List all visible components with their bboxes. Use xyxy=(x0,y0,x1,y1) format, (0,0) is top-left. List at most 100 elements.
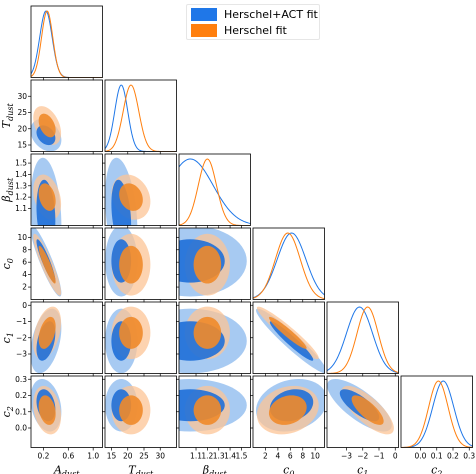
contour-68-c1-T_dust-series-1 xyxy=(119,316,143,349)
x-tick-label-T_dust: 15 xyxy=(107,452,117,461)
panel-c2-c1 xyxy=(327,378,394,435)
y-tick-label-c0: 6 xyxy=(22,258,27,267)
legend: Herschel+ACT fit Herschel fit xyxy=(186,4,320,40)
panel-c1-c1 xyxy=(327,306,399,374)
panel-c1-c0 xyxy=(256,306,325,374)
marginal-c0-series-0 xyxy=(253,232,325,299)
y-axis-label-c0: c0 xyxy=(0,258,15,269)
x-axis-label-T_dust: Tdust xyxy=(128,464,154,474)
panel-frame xyxy=(104,227,177,300)
panel-c2-c2 xyxy=(401,380,473,448)
panel-frame xyxy=(30,153,103,226)
y-tick-label-c1: −3 xyxy=(16,350,27,359)
contour-68-c1-A_dust-series-1 xyxy=(38,316,56,349)
x-axis-label-c2: c2 xyxy=(431,464,442,474)
panel-c0-A_dust xyxy=(31,228,62,297)
panel-frame xyxy=(30,5,103,78)
y-tick-label-c0: 2 xyxy=(22,283,27,292)
x-tick-label-c0: 10 xyxy=(310,452,320,461)
y-tick-label-T_dust: 15 xyxy=(17,141,27,150)
x-tick-label-T_dust: 30 xyxy=(155,452,165,461)
y-tick-label-c2: 0.1 xyxy=(15,407,27,416)
contour-68-c0-A_dust-series-1 xyxy=(38,245,56,284)
y-axis-label-T_dust: Tdust xyxy=(0,102,15,128)
y-tick-label-c0: 4 xyxy=(22,270,27,279)
panel-c2-T_dust xyxy=(105,378,151,435)
y-tick-label-beta_dust: 1.2 xyxy=(15,193,27,202)
y-axis-label-c1: c1 xyxy=(0,332,15,343)
legend-label-herschel: Herschel fit xyxy=(224,24,287,37)
panel-T_dust-T_dust xyxy=(105,84,177,152)
contour-68-T_dust-A_dust-series-1 xyxy=(38,113,56,138)
x-tick-label-A_dust: 1.0 xyxy=(87,452,99,461)
x-tick-label-c0: 8 xyxy=(300,452,305,461)
x-tick-label-beta_dust: 1.5 xyxy=(235,452,247,461)
panel-frame xyxy=(400,375,473,448)
contour-68-beta_dust-A_dust-series-1 xyxy=(38,183,56,211)
x-tick-label-c1: −3 xyxy=(341,452,352,461)
y-axis-label-c2: c2 xyxy=(0,406,15,417)
panel-c2-A_dust xyxy=(31,379,62,435)
contour-68-c2-c0-series-1 xyxy=(268,395,307,425)
panel-frame xyxy=(30,227,103,300)
x-tick-label-c2: 0.2 xyxy=(447,452,459,461)
panel-frame xyxy=(104,153,177,226)
x-axis-label-c1: c1 xyxy=(357,464,368,474)
x-tick-label-A_dust: 0.2 xyxy=(37,452,49,461)
x-tick-label-c2: 0.1 xyxy=(431,452,443,461)
x-tick-label-c1: −1 xyxy=(373,452,384,461)
panel-frame xyxy=(178,153,251,226)
legend-swatch-herschel-act xyxy=(191,8,217,21)
panel-c2-c0 xyxy=(256,378,325,435)
x-tick-label-c1: −2 xyxy=(357,452,368,461)
x-tick-label-c2: 0.0 xyxy=(415,452,427,461)
y-tick-label-T_dust: 30 xyxy=(17,92,27,101)
panel-frame xyxy=(104,79,177,152)
y-tick-label-T_dust: 20 xyxy=(17,124,27,133)
panel-beta_dust-T_dust xyxy=(105,157,151,226)
x-tick-label-beta_dust: 1.1 xyxy=(190,452,202,461)
panel-frame xyxy=(30,79,103,152)
y-tick-label-beta_dust: 1.5 xyxy=(15,159,27,168)
y-tick-label-c0: 10 xyxy=(17,233,27,242)
y-tick-label-beta_dust: 1.1 xyxy=(15,204,27,213)
legend-entry-herschel: Herschel fit xyxy=(191,23,287,38)
x-tick-label-c2: 0.3 xyxy=(463,452,475,461)
contour-68-c2-A_dust-series-1 xyxy=(38,395,56,425)
panel-frame xyxy=(178,227,251,300)
y-tick-label-c2: 0.3 xyxy=(15,375,27,384)
contour-68-c0-T_dust-series-1 xyxy=(119,245,143,284)
panel-c0-T_dust xyxy=(105,228,151,297)
contour-68-c2-beta_dust-series-1 xyxy=(193,395,222,425)
marginal-T_dust-series-1 xyxy=(105,84,177,152)
contour-68-c2-T_dust-series-1 xyxy=(119,395,143,425)
marginal-c0-series-1 xyxy=(253,232,325,300)
y-tick-label-c1: 0 xyxy=(22,301,27,310)
marginal-c1-series-0 xyxy=(327,306,399,374)
x-tick-label-c0: 4 xyxy=(275,452,280,461)
x-tick-label-A_dust: 0.6 xyxy=(62,452,74,461)
x-tick-label-c0: 2 xyxy=(263,452,268,461)
marginal-T_dust-series-0 xyxy=(105,84,177,152)
x-tick-label-T_dust: 20 xyxy=(123,452,133,461)
y-tick-label-c2: 0.0 xyxy=(15,424,27,433)
x-tick-label-c1: 0 xyxy=(393,452,398,461)
legend-swatch-herschel xyxy=(191,24,217,37)
x-axis-label-beta_dust: βdust xyxy=(202,464,228,474)
marginal-c2-series-1 xyxy=(401,380,473,448)
marginal-beta_dust-series-0 xyxy=(179,158,251,224)
x-tick-label-c0: 6 xyxy=(288,452,293,461)
panel-beta_dust-beta_dust xyxy=(179,158,251,226)
legend-entry-herschel-act: Herschel+ACT fit xyxy=(191,7,318,22)
y-tick-label-T_dust: 25 xyxy=(17,108,27,117)
panel-c0-c0 xyxy=(253,232,325,300)
x-axis-label-c0: c0 xyxy=(283,464,294,474)
marginal-A_dust-series-0 xyxy=(31,10,103,78)
panel-A_dust-A_dust xyxy=(31,10,103,78)
y-tick-label-beta_dust: 1.3 xyxy=(15,181,27,190)
contour-68-c1-beta_dust-series-1 xyxy=(193,316,222,349)
y-tick-label-c0: 8 xyxy=(22,245,27,254)
marginal-c1-series-1 xyxy=(327,306,399,374)
panel-c1-beta_dust xyxy=(179,306,247,374)
